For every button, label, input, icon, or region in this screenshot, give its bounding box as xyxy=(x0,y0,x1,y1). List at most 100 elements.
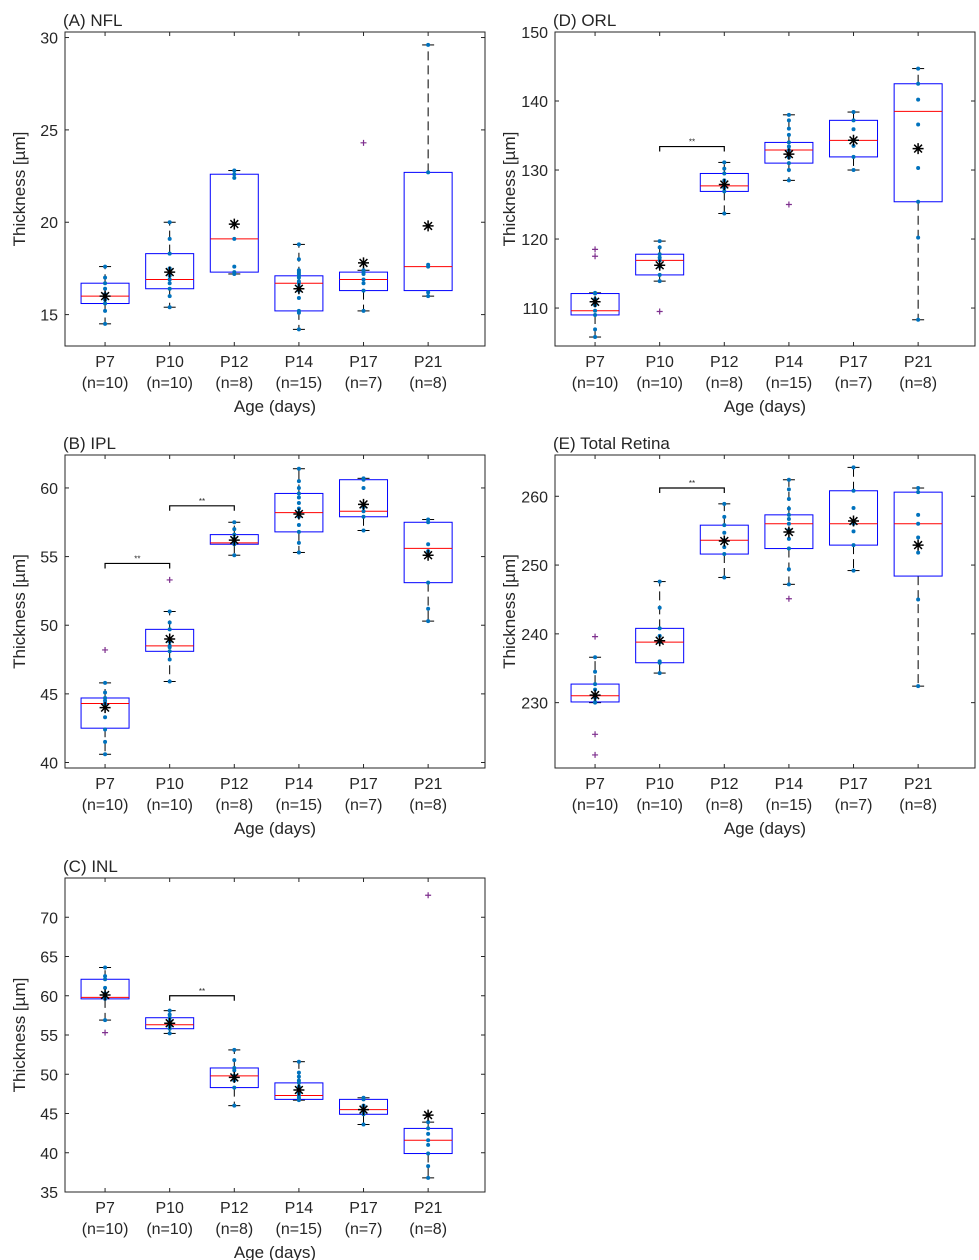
data-point xyxy=(296,495,301,500)
data-point xyxy=(426,580,431,585)
data-point xyxy=(722,211,727,216)
data-point xyxy=(722,160,727,165)
x-count-label: (n=10) xyxy=(146,797,193,814)
data-point xyxy=(361,528,366,533)
data-point xyxy=(103,275,108,280)
data-point xyxy=(722,514,727,519)
panel-b: (B) IPL 40 45 50 55 60 Thickness [µm] Age (days… xyxy=(10,434,486,838)
box-p17: P17 (n=7) xyxy=(339,455,389,814)
box-p14: P14 (n=15) xyxy=(274,455,324,814)
y-tick-label: 230 xyxy=(521,696,548,713)
data-point xyxy=(426,1142,431,1147)
outlier-marker xyxy=(360,139,367,146)
significance-line xyxy=(104,562,171,569)
box-p7: P7 (n=10) xyxy=(570,455,620,814)
significance-bracket: ** xyxy=(659,138,725,152)
data-point xyxy=(786,521,791,526)
data-point xyxy=(296,327,301,332)
data-point xyxy=(851,488,856,493)
data-point xyxy=(916,535,921,540)
significance-bracket: ** xyxy=(104,554,171,569)
data-point xyxy=(296,242,301,247)
y-axis-label: Thickness [µm] xyxy=(10,554,29,669)
data-point xyxy=(167,236,172,241)
y-tick-label: 50 xyxy=(40,1067,58,1084)
data-point xyxy=(786,140,791,145)
mean-marker xyxy=(164,266,176,278)
box-p7: P7 (n=10) xyxy=(80,455,130,814)
box-p21: P21 (n=8) xyxy=(403,455,453,814)
box-p14: P14 (n=15) xyxy=(764,32,814,392)
data-point xyxy=(786,506,791,511)
data-point xyxy=(722,530,727,535)
data-point xyxy=(851,568,856,573)
y-tick-label: 130 xyxy=(521,163,548,180)
data-point xyxy=(167,609,172,614)
significance-label: ** xyxy=(134,554,140,563)
box-p17: P17 (n=7) xyxy=(339,32,389,392)
x-count-label: (n=8) xyxy=(215,375,253,392)
data-point xyxy=(296,550,301,555)
axes-frame xyxy=(554,454,976,769)
data-point xyxy=(786,487,791,492)
data-point xyxy=(851,543,856,548)
data-point xyxy=(916,235,921,240)
x-tick-label: P14 xyxy=(285,1200,314,1217)
mean-marker xyxy=(912,143,924,155)
data-point xyxy=(167,627,172,632)
data-point xyxy=(916,81,921,86)
data-point xyxy=(916,597,921,602)
x-axis-label: Age (days) xyxy=(724,819,806,838)
y-tick-label: 65 xyxy=(40,950,58,967)
x-count-label: (n=7) xyxy=(835,797,873,814)
x-tick-label: P21 xyxy=(414,354,443,371)
data-point xyxy=(361,268,366,273)
data-point xyxy=(103,739,108,744)
data-point xyxy=(232,1058,237,1063)
data-point xyxy=(426,606,431,611)
box-p12: P12 (n=8) xyxy=(209,878,259,1238)
x-tick-label: P17 xyxy=(839,776,868,793)
data-point xyxy=(657,605,662,610)
y-tick-label: 15 xyxy=(40,308,58,325)
x-count-label: (n=10) xyxy=(82,1221,129,1238)
data-point xyxy=(296,1059,301,1064)
x-tick-label: P10 xyxy=(645,354,674,371)
significance-line xyxy=(169,505,235,511)
box-p21: P21 (n=8) xyxy=(893,32,943,392)
data-point xyxy=(657,279,662,284)
x-tick-label: P10 xyxy=(645,776,674,793)
data-point xyxy=(296,295,301,300)
mean-marker xyxy=(293,508,305,520)
mean-marker xyxy=(99,702,111,714)
x-count-label: (n=8) xyxy=(215,797,253,814)
significance-label: ** xyxy=(689,138,695,147)
mean-marker xyxy=(228,534,240,546)
x-axis-label: Age (days) xyxy=(234,819,316,838)
box-iqr xyxy=(893,491,943,577)
axes-frame xyxy=(64,31,486,347)
box-p12: P12 (n=8) xyxy=(209,455,259,814)
data-point xyxy=(361,485,366,490)
data-point xyxy=(722,501,727,506)
data-point xyxy=(167,649,172,654)
x-count-label: (n=15) xyxy=(766,375,813,392)
data-point xyxy=(296,529,301,534)
data-point xyxy=(786,168,791,173)
x-tick-label: P17 xyxy=(349,1200,378,1217)
data-point xyxy=(103,752,108,757)
data-point xyxy=(593,308,598,313)
box-p12: P12 (n=8) xyxy=(699,455,749,814)
outlier-marker xyxy=(102,1029,109,1036)
significance-bracket: ** xyxy=(169,987,235,1001)
data-point xyxy=(593,290,598,295)
data-point xyxy=(232,270,237,275)
significance-label: ** xyxy=(689,479,695,488)
x-tick-label: P10 xyxy=(155,1200,184,1217)
data-point xyxy=(593,669,598,674)
mean-marker xyxy=(589,296,601,308)
data-point xyxy=(426,170,431,175)
data-point xyxy=(103,301,108,306)
x-count-label: (n=15) xyxy=(766,797,813,814)
